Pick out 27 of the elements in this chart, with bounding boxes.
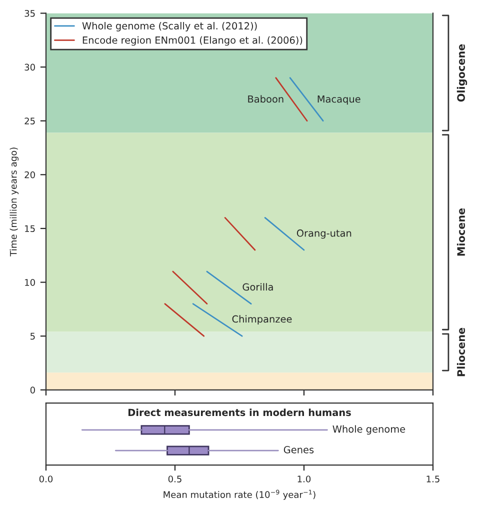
y-tick-label: 15 — [25, 225, 35, 232]
annotation: Macaque — [318, 95, 360, 105]
y-tick-label: 20 — [24, 171, 35, 178]
legend-label: Encode region ENm001 (Elango et al. (2006)) — [82, 36, 302, 46]
x-tick-label: 1.0 — [298, 476, 311, 482]
legend-label: Whole genome (Scally et al. (2012)) — [82, 22, 257, 32]
band-label: Pliocene — [456, 328, 466, 376]
x-tick-label: 1.5 — [426, 476, 440, 482]
chart-title: Direct measurements in modern humans — [128, 408, 351, 416]
annotation: Gorilla — [242, 283, 273, 291]
y-tick-label: 25 — [24, 118, 35, 124]
band-label: Miocene — [456, 208, 466, 256]
annotation: Chimpanzee — [232, 315, 292, 325]
band-label: Oligocene — [456, 44, 468, 102]
x-tick-label: 0.0 — [39, 476, 53, 482]
x-axis-title: Mean mutation rate (10$^{−9}$ year$^{−1}$) — [164, 490, 316, 500]
y-tick-label: 5 — [30, 332, 35, 340]
annotation: Baboon — [248, 95, 284, 103]
y-axis-title: Time (million years ago) — [10, 148, 19, 256]
x-tick-label: 0.5 — [168, 476, 182, 482]
y-tick-label: Whole genome — [332, 425, 406, 435]
annotation: Orang-utan — [296, 229, 352, 239]
y-tick-label: 35 — [24, 10, 35, 17]
y-tick-label: Genes — [284, 446, 314, 454]
y-tick-label: 30 — [24, 64, 35, 71]
y-tick-label: 10 — [25, 279, 35, 286]
y-tick-label: 0 — [30, 386, 35, 394]
